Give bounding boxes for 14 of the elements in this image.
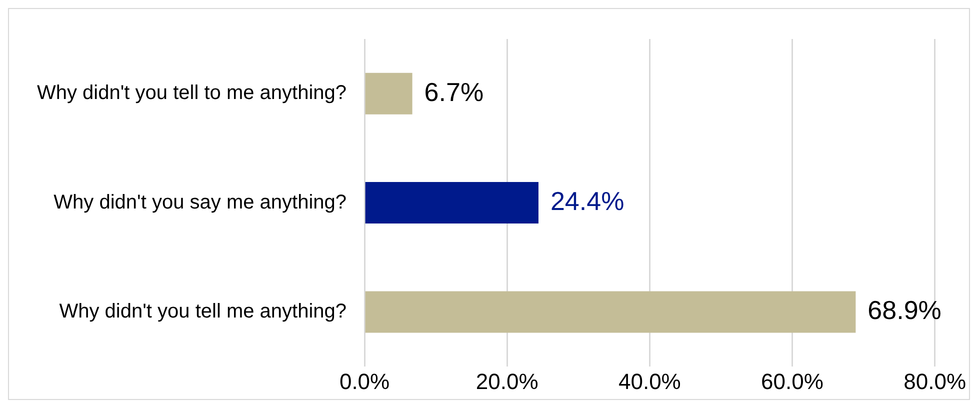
- x-tick-label: 20.0%: [476, 368, 538, 394]
- data-label: 6.7%: [424, 76, 484, 107]
- x-tick-label: 60.0%: [761, 368, 824, 394]
- y-tick-label: Why didn't you say me anything?: [54, 191, 347, 214]
- bar: [365, 182, 538, 224]
- x-tick-label: 80.0%: [904, 368, 966, 394]
- x-tick-label: 40.0%: [618, 368, 681, 394]
- bar: [365, 72, 412, 114]
- data-label: 24.4%: [550, 186, 624, 216]
- y-tick-label: Why didn't you tell me anything?: [59, 300, 347, 323]
- data-label: 68.9%: [868, 295, 942, 326]
- y-tick-label: Why didn't you tell to me anything?: [36, 82, 347, 104]
- bar: [365, 291, 856, 333]
- x-tick-label: 0.0%: [339, 368, 390, 394]
